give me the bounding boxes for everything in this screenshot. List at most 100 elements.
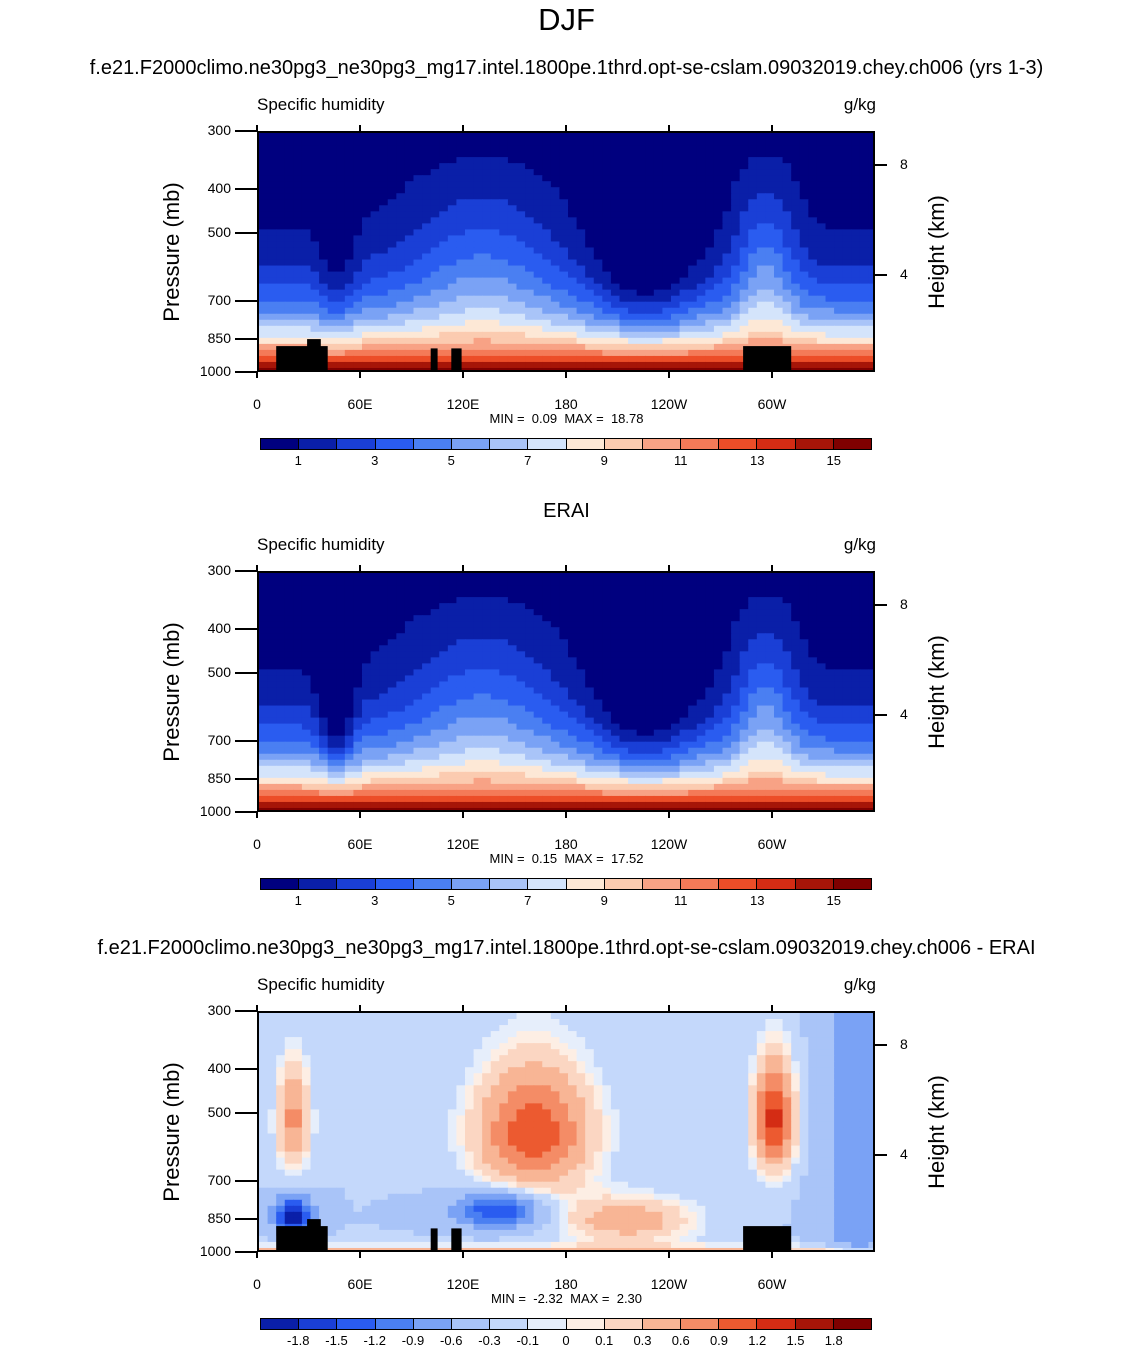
heatmap-cell [576,609,586,616]
heatmap-cell [465,193,475,200]
heatmap-cell [473,307,483,315]
heatmap-cell [439,301,449,309]
heatmap-cell [756,681,767,689]
heatmap-cell [593,361,603,369]
heatmap-cell [276,277,286,285]
heatmap-cell [430,723,440,731]
heatmap-cell [413,741,423,749]
heatmap-cell [859,295,870,303]
heatmap-cell [542,151,552,158]
heatmap-cell [696,301,706,309]
heatmap-cell [396,301,406,309]
heatmap-cell [319,193,329,200]
heatmap-cell [662,663,672,671]
heatmap-cell [868,675,873,683]
heatmap-cell [473,253,483,261]
heatmap-cell [344,313,355,321]
heatmap-cell [765,283,775,291]
heatmap-cell [628,253,638,261]
heatmap-cell [301,169,312,176]
heatmap-cell [834,621,844,628]
heatmap-cell [825,729,835,737]
heatmap-cell [851,699,861,707]
heatmap-cell [379,337,389,345]
heatmap-cell [525,343,535,351]
heatmap-cell [713,711,724,719]
heatmap-cell [636,621,646,628]
heatmap-cell [456,603,466,610]
heatmap-cell [834,211,844,218]
heatmap-cell [739,615,749,622]
heatmap-cell [499,603,509,610]
heatmap-cell [808,145,818,152]
heatmap-cell [284,627,294,634]
heatmap-cell [362,361,372,369]
heatmap-cell [473,693,483,701]
heatmap-cell [387,735,397,743]
heatmap-cell [593,729,603,737]
heatmap-cell [628,597,638,604]
heatmap-cell [559,615,569,622]
heatmap-cell [370,265,380,273]
heatmap-cell [688,361,698,369]
heatmap-cell [653,253,664,261]
heatmap-cell [499,663,509,671]
heatmap-cell [353,187,363,194]
heatmap-cell [705,687,715,695]
heatmap-cell [602,259,612,267]
heatmap-cell [379,723,389,731]
heatmap-cell [465,319,475,327]
heatmap-cell [851,223,861,231]
heatmap-cell [782,211,792,218]
heatmap-cell [456,651,466,658]
heatmap-cell [610,139,621,146]
heatmap-cell [550,705,561,713]
heatmap-cell [362,615,372,622]
heatmap-cell [499,241,509,249]
heatmap-cell [422,295,432,303]
heatmap-cell [868,651,873,658]
heatmap-cell [336,367,346,370]
heatmap-cell [713,645,724,652]
heatmap-cell [791,355,801,363]
heatmap-cell [842,609,852,616]
heatmap-cell [336,711,346,719]
heatmap-cell [490,289,500,297]
heatmap-cell [825,187,835,194]
heatmap-cell [610,651,621,658]
heatmap-cell [868,133,873,140]
heatmap-cell [387,307,397,315]
heatmap-cell [834,681,844,689]
heatmap-cell [525,621,535,628]
heatmap-cell [490,301,500,309]
heatmap-cell [284,735,294,743]
heatmap-cell [765,627,775,634]
heatmap-cell [422,645,432,652]
heatmap-cell [602,669,612,677]
heatmap-cell [482,699,492,707]
heatmap-cell [628,187,638,194]
heatmap-cell [542,205,552,212]
heatmap-cell [422,687,432,695]
heatmap-cell [447,205,458,212]
heatmap-cell [473,193,483,200]
heatmap-cell [439,741,449,749]
heatmap-cell [653,181,664,188]
heatmap-cell [842,705,852,713]
heatmap-cell [499,681,509,689]
heatmap-cell [439,223,449,231]
heatmap-cell [756,205,767,212]
heatmap-cell [542,259,552,267]
heatmap-cell [739,187,749,194]
heatmap-cell [344,639,355,646]
heatmap-cell [713,145,724,152]
heatmap-cell [713,621,724,628]
heatmap-cell [422,145,432,152]
heatmap-cell [344,361,355,369]
heatmap-cell [705,259,715,267]
heatmap-cell [447,163,458,170]
heatmap-cell [842,205,852,212]
heatmap-cell [362,157,372,164]
heatmap-cell [662,705,672,713]
heatmap-cell [593,283,603,291]
